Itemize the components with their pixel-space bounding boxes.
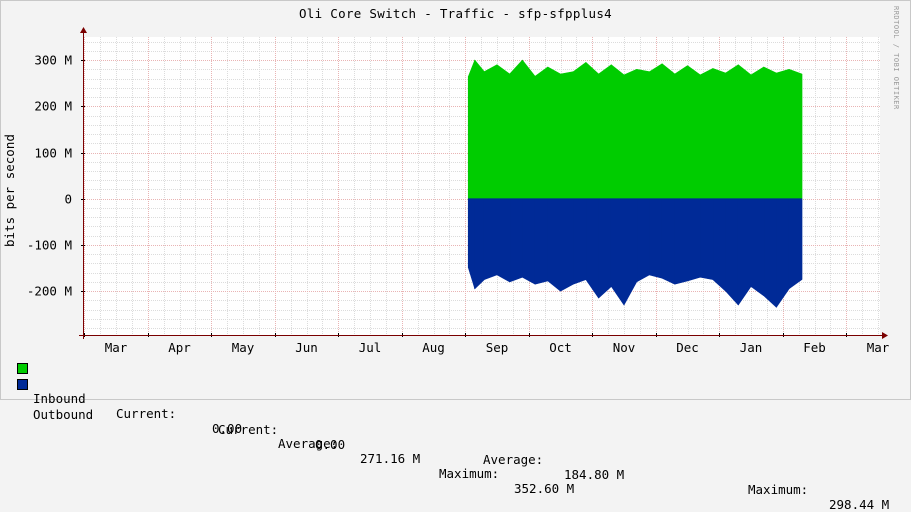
x-tick-label: Dec	[676, 340, 699, 355]
legend-outbound-name: Outbound	[33, 407, 94, 422]
series-areas	[467, 59, 803, 308]
legend-inbound-max-label: Maximum:	[439, 466, 500, 481]
legend-inbound-name: Inbound	[33, 391, 86, 406]
legend-outbound-current-label: Current:	[218, 422, 279, 437]
legend-outbound-average-value: 184.80 M	[564, 467, 625, 482]
x-tick-label: Jun	[295, 340, 318, 355]
y-tick-label: -100 M	[27, 238, 72, 253]
y-tick-label: 200 M	[34, 99, 72, 114]
y-tick-label: -200 M	[27, 284, 72, 299]
legend-inbound-average-value: 271.16 M	[360, 451, 421, 466]
watermark: RRDTOOL / TOBI OETIKER	[892, 6, 900, 110]
chart-title: Oli Core Switch - Traffic - sfp-sfpplus4	[298, 6, 613, 21]
x-tick-label: May	[232, 340, 255, 355]
legend-inbound-swatch	[17, 363, 28, 374]
x-tick-label: Aug	[422, 340, 445, 355]
x-tick-label: Mar	[867, 340, 890, 355]
legend-outbound-current-value: 0.00	[315, 437, 346, 452]
legend-outbound-swatch	[17, 379, 28, 390]
x-tick-label: Nov	[613, 340, 636, 355]
legend-inbound-current-label: Current:	[116, 406, 177, 421]
legend-outbound-max-value: 298.44 M	[829, 497, 890, 512]
x-tick-label: Sep	[486, 340, 509, 355]
legend-inbound-max-value: 352.60 M	[514, 481, 575, 496]
y-tick-label: 0	[64, 192, 72, 207]
legend-outbound-average-label: Average:	[483, 452, 544, 467]
y-tick-label: 100 M	[34, 146, 72, 161]
legend-outbound: Outbound Current: 0.00 Average: 184.80 M…	[17, 377, 897, 512]
legend-outbound-max-label: Maximum:	[748, 482, 809, 497]
tick-labels: 300 M 200 M 100 M 0 -100 M -200 M Mar Apr May Jun…	[27, 53, 890, 356]
x-tick-label: Apr	[168, 340, 191, 355]
x-tick-label: Feb	[803, 340, 826, 355]
x-tick-label: Jan	[740, 340, 763, 355]
y-tick-label: 300 M	[34, 53, 72, 68]
series-area-inbound	[468, 59, 803, 199]
x-tick-label: Jul	[359, 340, 382, 355]
legend-inbound: Inbound Current: 0.00 Average: 271.16 M …	[17, 361, 897, 496]
x-axis-arrow	[882, 332, 888, 339]
x-tick-label: Mar	[105, 340, 128, 355]
x-tick-label: Oct	[549, 340, 572, 355]
y-axis-arrow	[80, 27, 87, 33]
plot-area: 300 M 200 M 100 M 0 -100 M -200 M Mar Apr May Jun…	[27, 27, 890, 356]
axes	[79, 27, 888, 339]
